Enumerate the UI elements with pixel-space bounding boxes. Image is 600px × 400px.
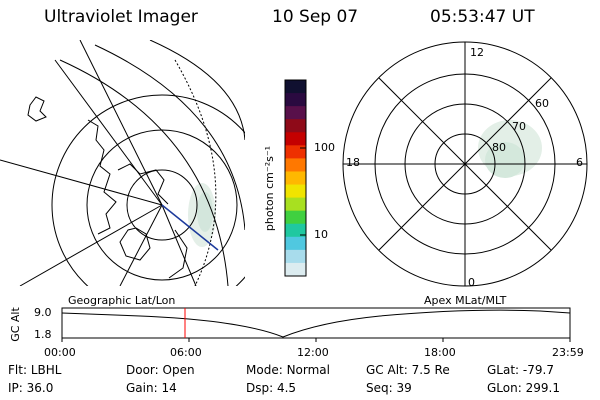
timeline-left-title: Geographic Lat/Lon <box>68 294 176 307</box>
colorbar-band <box>285 93 306 107</box>
colorbar-band <box>285 197 306 212</box>
colorbar-band <box>285 132 306 146</box>
lat-label-80: 80 <box>492 141 506 154</box>
timeline-xtick-0600: 06:00 <box>170 346 202 359</box>
lat-label-60: 60 <box>535 97 549 110</box>
info-seq: Seq: 39 <box>366 381 412 395</box>
colorbar-band <box>285 249 306 264</box>
info-dsp: Dsp: 4.5 <box>246 381 297 395</box>
colorbar-band <box>285 119 306 133</box>
colorbar-band <box>285 210 306 225</box>
mlt-label-12: 12 <box>470 46 484 59</box>
timeline-xtick-1200: 12:00 <box>297 346 329 359</box>
colorbar-band <box>285 158 306 172</box>
date-label: 10 Sep 07 <box>272 7 359 27</box>
timeline-right-title: Apex MLat/MLT <box>424 294 507 307</box>
info-gain: Gain: 14 <box>126 381 177 395</box>
colorbar-band <box>285 236 306 251</box>
colorbar-band <box>285 145 306 159</box>
mlt-label-0: 0 <box>468 276 475 289</box>
colorbar-band <box>285 106 306 120</box>
timeline-ytick-9: 9.0 <box>34 306 52 319</box>
timeline-xtick-2359: 23:59 <box>552 346 584 359</box>
time-label: 05:53:47 UT <box>430 7 535 27</box>
colorbar-band <box>285 80 306 94</box>
timeline-ytick-1-8: 1.8 <box>34 328 52 341</box>
info-mode: Mode: Normal <box>246 363 330 377</box>
info-gc-alt: GC Alt: 7.5 Re <box>366 363 450 377</box>
mlt-label-18: 18 <box>346 156 360 169</box>
colorbar-tick-10: 10 <box>314 228 328 241</box>
info-glat: GLat: -79.7 <box>487 363 554 377</box>
colorbar-band <box>285 223 306 238</box>
colorbar-tick-100: 100 <box>314 141 335 154</box>
info-glon: GLon: 299.1 <box>487 381 560 395</box>
colorbar-band <box>285 184 306 199</box>
timeline-xtick-0000: 00:00 <box>44 346 76 359</box>
info-ip: IP: 36.0 <box>8 381 54 395</box>
info-flt: Flt: LBHL <box>8 363 62 377</box>
lat-label-70: 70 <box>512 120 526 133</box>
colorbar-band <box>285 171 306 186</box>
timeline-xtick-1800: 18:00 <box>424 346 456 359</box>
colorbar-band <box>285 262 306 277</box>
instrument-title: Ultraviolet Imager <box>44 7 198 27</box>
mlt-label-6: 6 <box>576 156 583 169</box>
info-door: Door: Open <box>126 363 195 377</box>
